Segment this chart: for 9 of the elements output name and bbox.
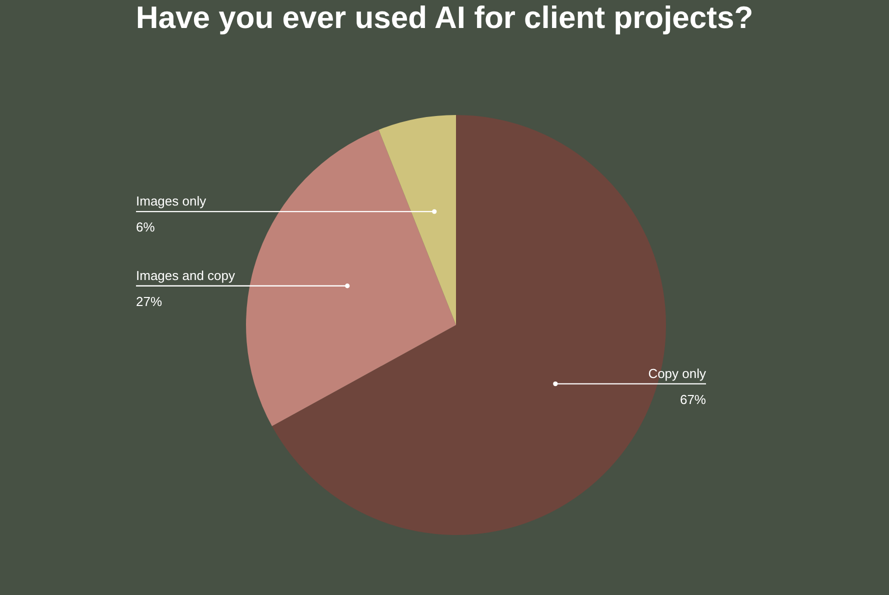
slice-label: Copy only (648, 366, 706, 381)
data-label: 67% (680, 392, 706, 407)
chart-title: Have you ever used AI for client projects? (136, 0, 754, 35)
slice-label: Images only (136, 194, 207, 209)
data-label: 6% (136, 220, 156, 235)
pie-slice (378, 115, 456, 325)
slice-label: Images and copy (136, 268, 236, 283)
pie-slice (246, 130, 456, 426)
data-label: 27% (136, 294, 162, 309)
